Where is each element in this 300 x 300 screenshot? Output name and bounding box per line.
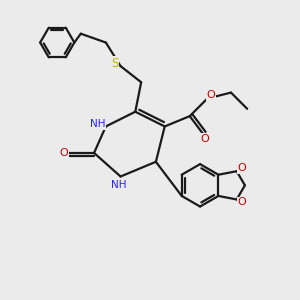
Text: S: S (111, 57, 118, 70)
Text: O: O (59, 148, 68, 158)
Text: O: O (238, 163, 246, 173)
Text: NH: NH (90, 119, 105, 129)
Text: NH: NH (111, 180, 127, 190)
Text: O: O (200, 134, 209, 144)
Text: O: O (238, 197, 246, 207)
Text: O: O (207, 90, 215, 100)
